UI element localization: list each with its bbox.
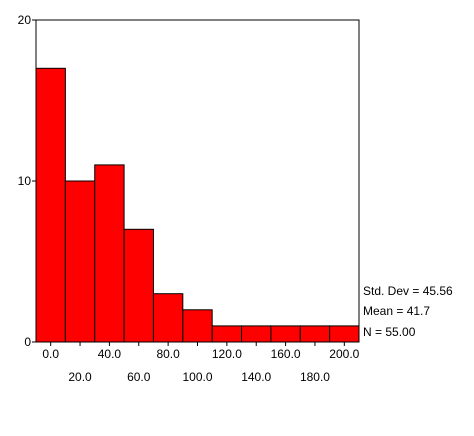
mean-text: Mean = 41.7 <box>363 304 430 318</box>
histogram-bar-11 <box>329 325 360 343</box>
histogram-bar-5 <box>152 293 184 343</box>
histogram-bar-7 <box>211 325 243 343</box>
x-tick-label: 100.0 <box>182 370 212 384</box>
x-tick-label: 80.0 <box>156 347 180 361</box>
histogram-bar-10 <box>299 325 331 343</box>
y-tick-label: 20 <box>18 13 32 27</box>
histogram-bar-1 <box>35 67 66 343</box>
x-tick-label: 20.0 <box>68 370 92 384</box>
x-axis: 0.0 40.0 80.0 120.0 160.0 200.0 20.0 60.0 100.0 1… <box>42 342 360 384</box>
x-tick-label: 60.0 <box>127 370 151 384</box>
y-axis: 0 10 20 <box>18 13 36 349</box>
x-tick-label: 200.0 <box>329 347 359 361</box>
bars-group <box>35 67 360 343</box>
stats-panel: Std. Dev = 45.56 Mean = 41.7 N = 55.00 <box>363 284 453 339</box>
y-tick-label: 10 <box>18 174 32 188</box>
histogram-bar-3 <box>94 164 125 343</box>
histogram-bar-4 <box>123 228 154 343</box>
x-tick-label: 120.0 <box>212 347 242 361</box>
y-tick-label: 0 <box>24 335 31 349</box>
histogram-bar-6 <box>182 309 213 343</box>
x-tick-label: 160.0 <box>271 347 301 361</box>
histogram-bar-2 <box>64 180 96 343</box>
histogram-bar-9 <box>270 325 301 343</box>
x-tick-label: 180.0 <box>300 370 330 384</box>
histogram-bar-8 <box>241 325 272 343</box>
n-text: N = 55.00 <box>363 325 416 339</box>
std-dev-text: Std. Dev = 45.56 <box>363 284 453 298</box>
x-tick-label: 140.0 <box>241 370 271 384</box>
x-tick-label: 0.0 <box>42 347 59 361</box>
x-tick-label: 40.0 <box>98 347 122 361</box>
